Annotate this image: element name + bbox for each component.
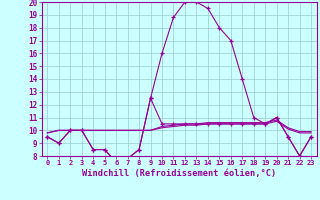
X-axis label: Windchill (Refroidissement éolien,°C): Windchill (Refroidissement éolien,°C) [82, 169, 276, 178]
